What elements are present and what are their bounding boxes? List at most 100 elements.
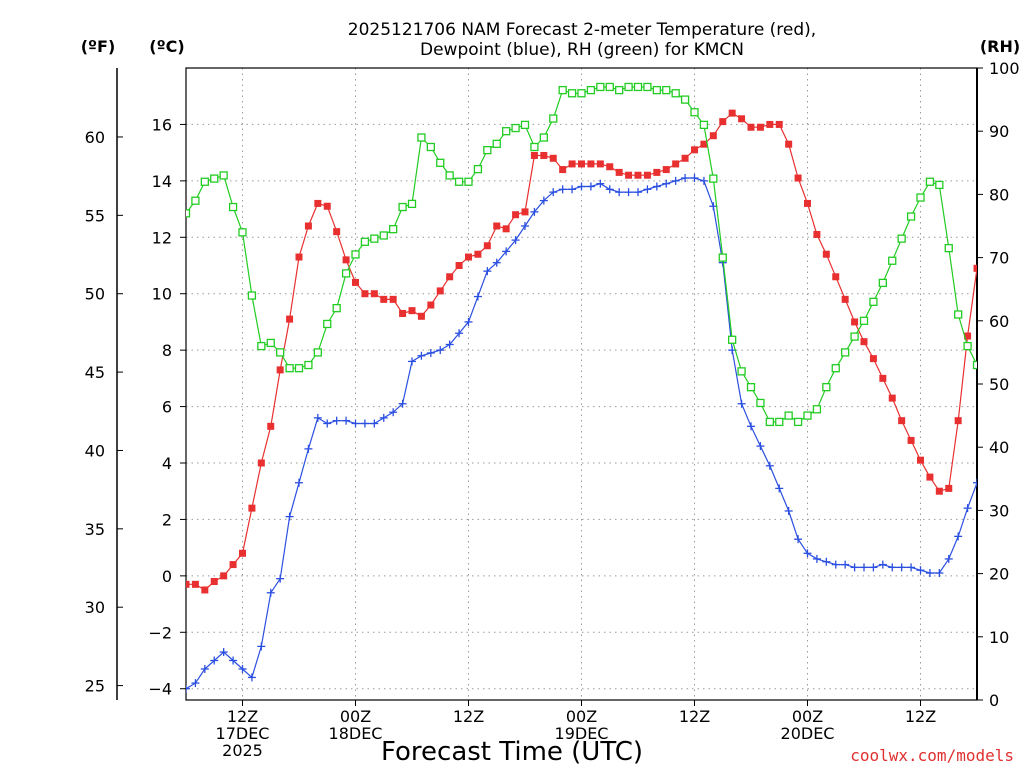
temperature-point bbox=[502, 225, 510, 233]
x-tick-label: 20DEC bbox=[781, 724, 835, 743]
temperature-point bbox=[747, 123, 755, 131]
celsius-tick-label: 14 bbox=[152, 172, 172, 191]
rh-point bbox=[398, 202, 407, 212]
temperature-point bbox=[898, 417, 906, 425]
temperature-point bbox=[483, 242, 491, 250]
temperature-point bbox=[813, 230, 821, 238]
temperature-point bbox=[917, 456, 924, 464]
rh-tick-label: 20 bbox=[989, 565, 1009, 584]
temperature-point bbox=[342, 256, 350, 264]
fahrenheit-tick-label: 25 bbox=[85, 677, 105, 696]
rh-tick-label: 30 bbox=[989, 501, 1009, 520]
temperature-point bbox=[295, 253, 303, 261]
rh-point bbox=[680, 95, 690, 104]
rh-point bbox=[746, 383, 756, 392]
temperature-point bbox=[983, 217, 990, 224]
temperature-point bbox=[964, 332, 972, 340]
dewpoint-point bbox=[925, 569, 934, 578]
x-tick-label: 12Z bbox=[453, 707, 484, 726]
temperature-point bbox=[267, 422, 275, 430]
temperature-point bbox=[606, 163, 614, 171]
rh-tick-label: 40 bbox=[989, 438, 1009, 457]
dewpoint-point bbox=[200, 664, 209, 673]
dewpoint-point bbox=[332, 416, 341, 425]
dewpoint-point bbox=[907, 563, 916, 572]
dewpoint-point bbox=[756, 442, 765, 451]
dewpoint-point bbox=[266, 588, 275, 597]
rh-point bbox=[850, 332, 859, 341]
rh-point bbox=[323, 319, 332, 329]
temperature-point bbox=[907, 436, 915, 444]
dewpoint-point bbox=[464, 317, 473, 326]
temperature-point bbox=[587, 160, 595, 168]
dewpoint-point bbox=[257, 642, 266, 651]
series-dewpoint bbox=[186, 174, 977, 693]
rh-point bbox=[511, 123, 520, 133]
dewpoint-point bbox=[860, 563, 868, 572]
rh-point bbox=[671, 89, 680, 98]
dewpoint-point bbox=[586, 182, 595, 191]
dewpoint-point bbox=[191, 679, 200, 688]
dewpoint-point bbox=[897, 563, 906, 572]
rh-point bbox=[539, 133, 548, 142]
data-series bbox=[186, 82, 990, 693]
rh-point bbox=[756, 398, 765, 408]
fahrenheit-unit-label: (ºF) bbox=[81, 37, 116, 56]
dewpoint-point bbox=[671, 176, 680, 185]
temperature-point bbox=[333, 228, 341, 236]
dewpoint-point bbox=[210, 656, 219, 665]
temperature-point bbox=[728, 109, 736, 117]
temperature-point bbox=[662, 166, 670, 174]
temperature-point bbox=[568, 160, 576, 168]
dewpoint-point bbox=[812, 554, 821, 563]
dewpoint-point bbox=[539, 196, 548, 205]
dewpoint-point bbox=[247, 673, 256, 682]
rh-point bbox=[266, 338, 275, 348]
temperature-point bbox=[220, 572, 228, 580]
dewpoint-point bbox=[944, 554, 953, 563]
rh-point bbox=[200, 177, 209, 186]
dewpoint-point bbox=[935, 569, 944, 578]
rh-unit-label: (RH) bbox=[980, 37, 1020, 56]
dewpoint-point bbox=[445, 340, 454, 349]
rh-point bbox=[822, 383, 831, 392]
temperature-point bbox=[869, 355, 877, 363]
rh-point bbox=[304, 360, 313, 370]
dewpoint-point bbox=[869, 563, 878, 572]
rh-tick-label: 70 bbox=[989, 249, 1009, 268]
rh-point bbox=[662, 85, 671, 95]
temperature-point bbox=[615, 168, 623, 176]
rh-point bbox=[567, 89, 577, 98]
dewpoint-point bbox=[530, 207, 539, 216]
dewpoint-point bbox=[747, 422, 755, 431]
temperature-point bbox=[691, 146, 698, 154]
dewpoint-point bbox=[455, 329, 464, 338]
temperature-point bbox=[465, 253, 472, 261]
temperature-point bbox=[935, 487, 943, 495]
rh-point bbox=[765, 417, 774, 427]
fahrenheit-tick-label: 35 bbox=[85, 520, 105, 539]
dewpoint-point bbox=[379, 413, 388, 422]
fahrenheit-tick-label: 60 bbox=[85, 128, 105, 147]
rh-point bbox=[417, 133, 426, 142]
rh-point bbox=[841, 348, 850, 357]
rh-tick-label: 80 bbox=[989, 185, 1009, 204]
rh-point bbox=[652, 85, 661, 95]
temperature-point bbox=[540, 151, 548, 159]
dewpoint-point bbox=[323, 419, 332, 428]
rh-point bbox=[775, 417, 784, 427]
temperature-point bbox=[926, 473, 934, 481]
temperature-point bbox=[879, 374, 887, 382]
grid-lines bbox=[186, 68, 977, 700]
fahrenheit-tick-label: 45 bbox=[85, 363, 105, 382]
temperature-point bbox=[700, 140, 708, 148]
dewpoint-point bbox=[699, 176, 708, 185]
rh-point bbox=[878, 278, 887, 288]
series-line-rh bbox=[186, 86, 977, 423]
temperature-point bbox=[559, 166, 567, 174]
fahrenheit-tick-label: 55 bbox=[85, 206, 105, 225]
celsius-tick-label: 0 bbox=[162, 567, 172, 586]
celsius-unit-label: (ºC) bbox=[149, 37, 184, 56]
dewpoint-point bbox=[483, 267, 492, 276]
dewpoint-point bbox=[888, 563, 897, 572]
